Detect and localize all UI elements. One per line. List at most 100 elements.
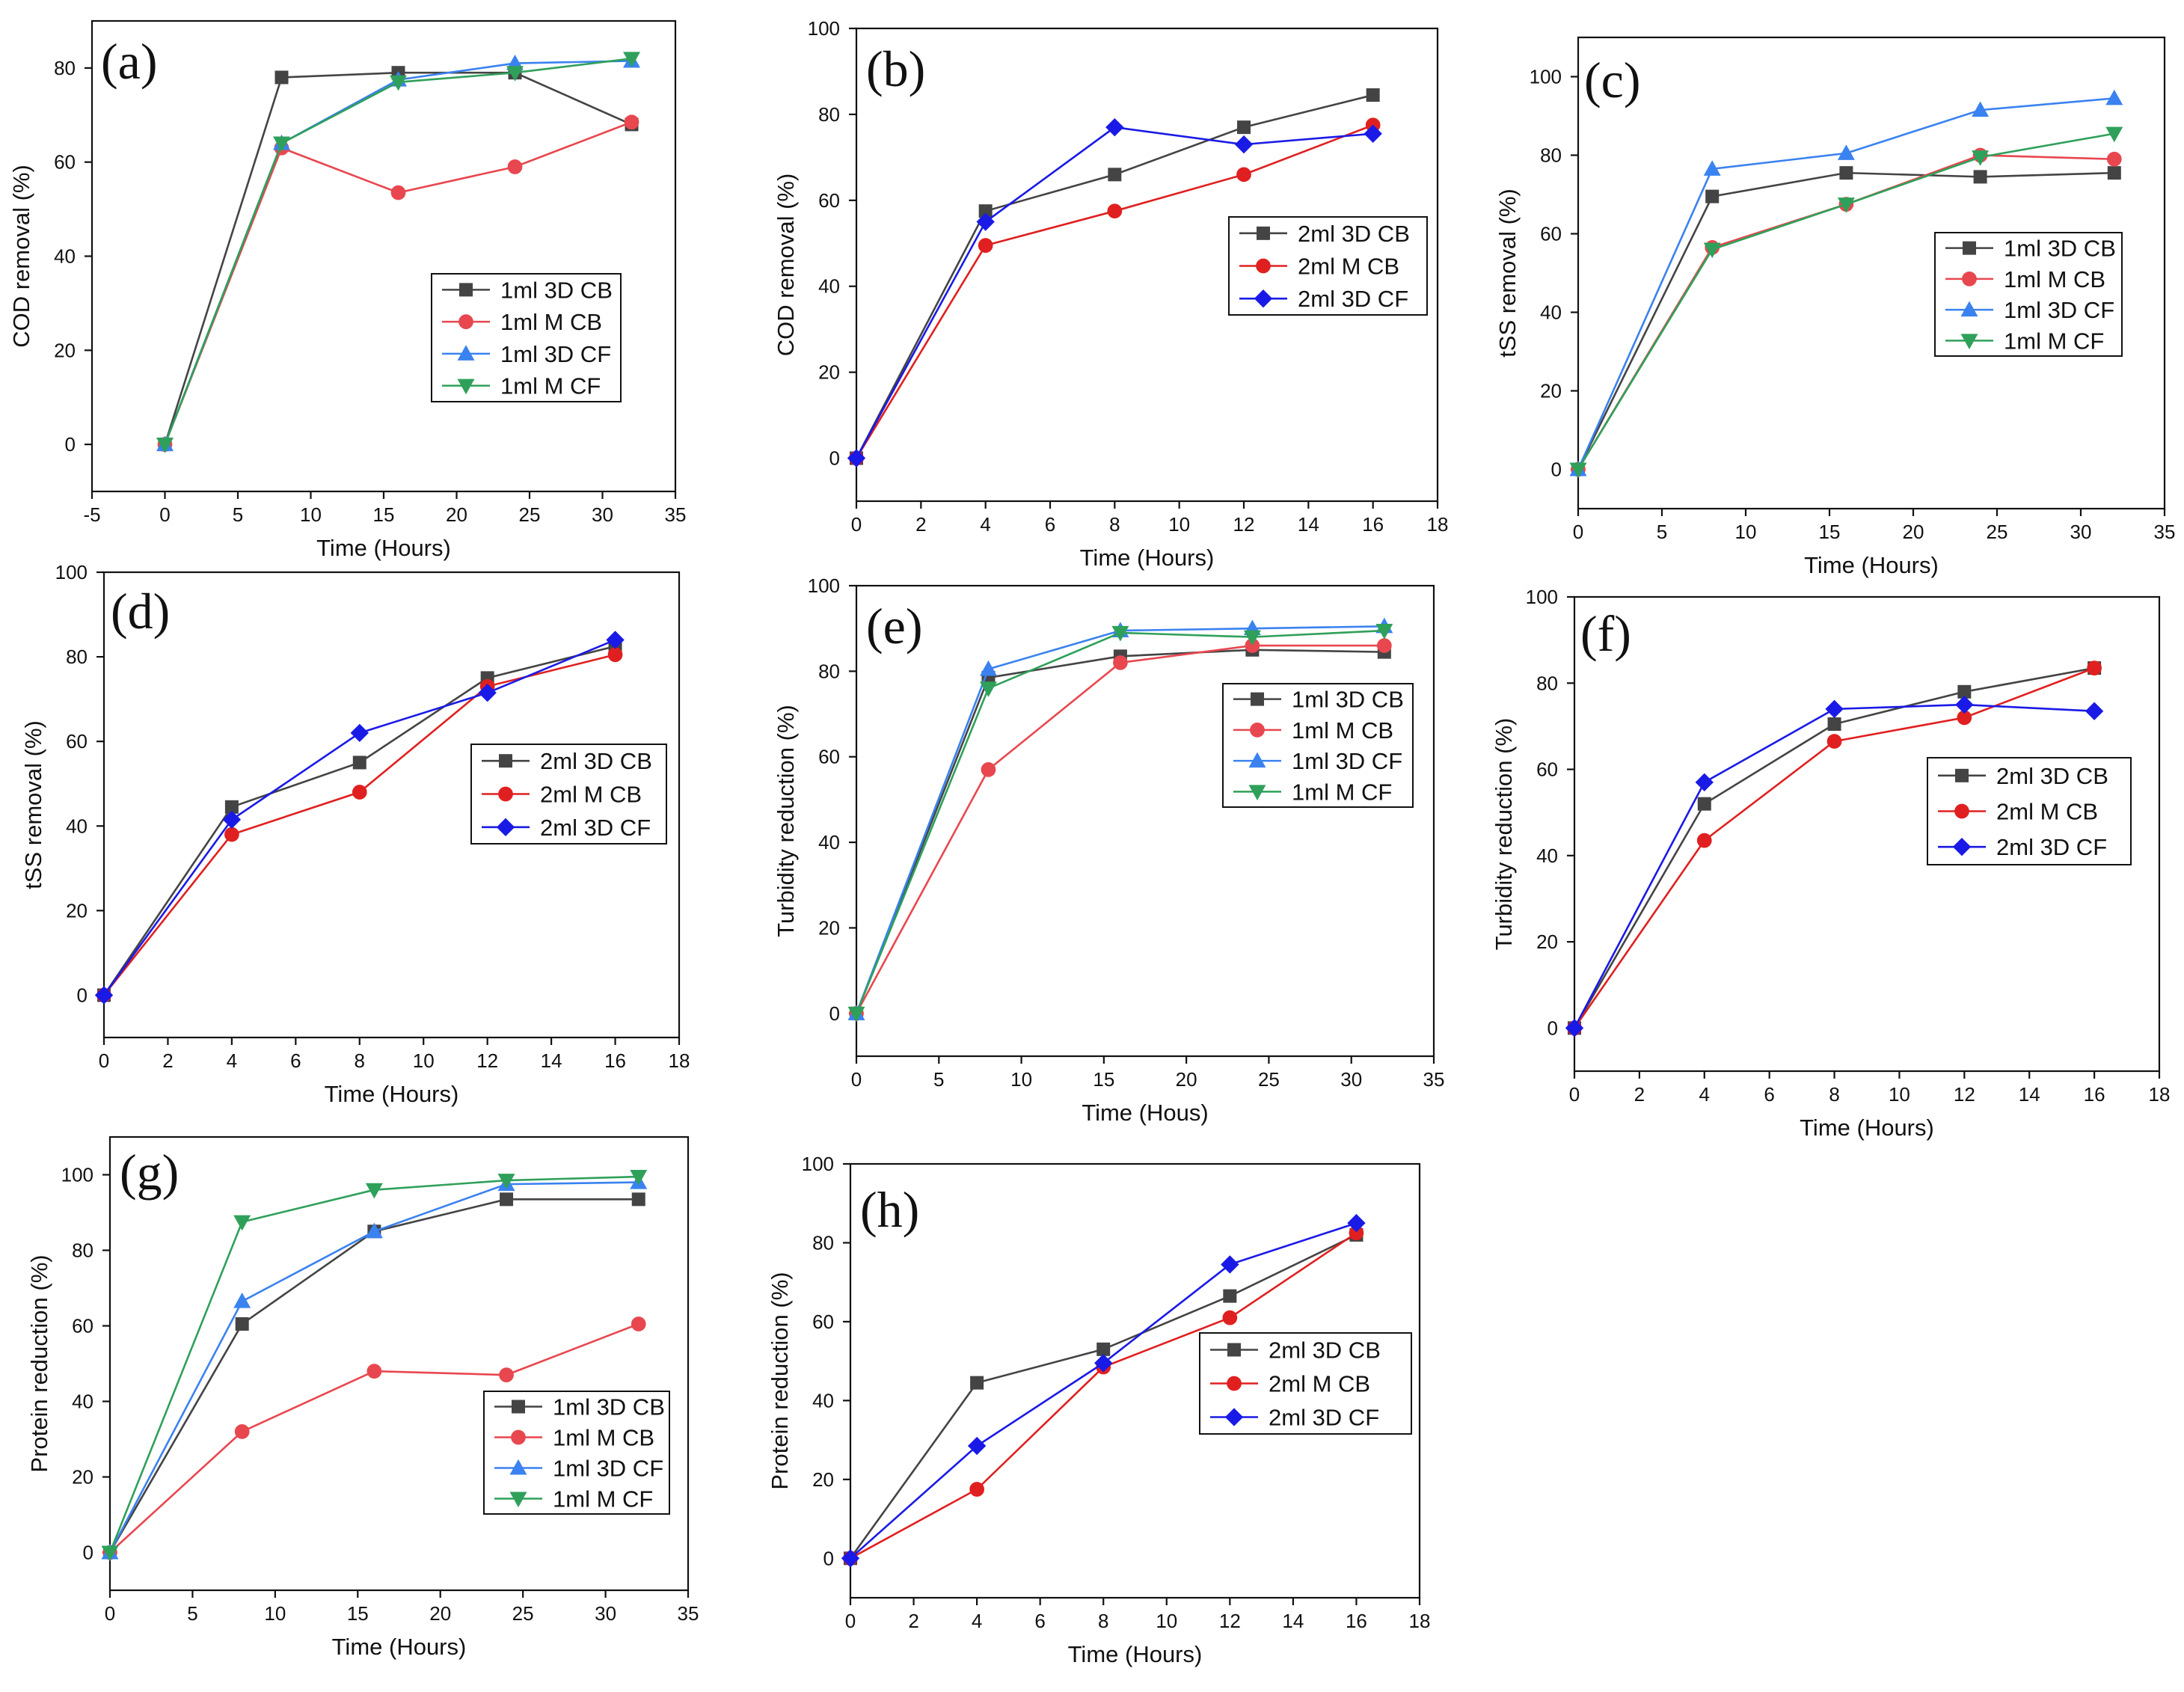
legend-marker [499,754,512,768]
y-tick-label: 100 [61,1164,93,1186]
data-point [1366,88,1380,102]
x-tick-label: 25 [1258,1068,1280,1091]
data-point [631,1192,645,1207]
y-axis-label: COD removal (%) [8,165,34,348]
data-point [976,212,995,231]
x-tick-label: 10 [1156,1610,1177,1632]
y-tick-label: 100 [802,1153,834,1175]
data-point [1111,625,1129,642]
panel-label: (a) [101,33,157,90]
x-axis-label: Time (Hours) [1068,1641,1203,1667]
panel-label: (g) [120,1144,179,1201]
plot-frame [849,1162,1421,1599]
data-point [156,438,174,453]
panel-label: (e) [866,598,922,655]
data-point [1695,773,1714,792]
legend-label: 2ml 3D CF [540,815,651,841]
panel-label: (h) [860,1181,919,1238]
y-tick-label: 0 [829,447,840,470]
data-point [365,1222,383,1239]
data-point [497,1174,515,1189]
y-tick-label: 60 [54,151,76,174]
y-axis-label: Turbidity reduction (%) [773,705,799,937]
legend: 2ml 3D CB 2ml M CB 2ml 3D CF [1927,757,2132,865]
y-tick-label: 60 [812,1311,834,1333]
data-point [233,1215,251,1231]
y-tick-label: 20 [1536,931,1558,953]
x-tick-label: 6 [1034,1610,1045,1632]
legend: 1ml 3D CB 1ml M CB 1ml 3D CF 1ml M CF [1934,232,2123,357]
legend-label: 1ml M CF [500,373,601,399]
data-point [1096,1342,1111,1356]
data-point [2087,660,2102,675]
x-axis-label: Time (Hours) [316,535,451,561]
x-tick-label: 5 [1657,521,1667,543]
data-point [274,70,289,85]
x-tick-label: 2 [915,513,926,536]
legend-marker [457,345,475,361]
data-point [606,631,625,649]
x-tick-label: 10 [264,1602,286,1625]
legend-marker [1227,1376,1242,1391]
legend-marker [511,1429,526,1445]
legend-marker [1960,334,1978,350]
y-tick-label: 100 [55,561,88,583]
x-tick-label: 4 [227,1049,237,1072]
y-axis-label: Protein reduction (%) [26,1254,52,1472]
plot-frame [102,571,681,1039]
legend: 1ml 3D CB 1ml M CB 1ml 3D CF 1ml M CF [1222,683,1414,808]
data-point [979,660,997,676]
x-tick-label: 25 [512,1602,534,1625]
legend-marker [1224,1408,1244,1426]
x-axis-label: Time (Hous) [1082,1100,1208,1126]
legend-label: 1ml 3D CF [553,1456,663,1482]
plot-frame [855,27,1439,503]
x-tick-label: 4 [1699,1083,1710,1106]
data-point [1839,166,1853,180]
legend-marker [1257,226,1270,240]
legend-marker [1954,803,1969,819]
x-tick-label: 30 [2070,521,2092,543]
legend-marker [496,818,515,837]
y-tick-label: 20 [812,1468,834,1491]
x-axis-label: Time (Hours) [332,1634,467,1660]
x-tick-label: 15 [1819,521,1841,543]
legend-marker [1962,272,1977,286]
data-point [224,827,239,842]
data-point [235,1316,249,1331]
y-tick-label: 80 [1536,672,1558,694]
x-tick-label: 10 [1168,513,1190,536]
legend-marker [1960,301,1978,317]
data-point [1569,462,1587,479]
data-point [970,1376,984,1390]
x-tick-label: 5 [933,1068,944,1091]
x-axis-label: Time (Hours) [325,1081,459,1107]
data-point [1221,1255,1239,1274]
x-tick-label: 12 [476,1049,498,1072]
plot-frame [1573,595,2161,1073]
data-point [969,1482,984,1497]
y-tick-label: 0 [1551,459,1562,481]
x-tick-label: 6 [290,1049,301,1072]
legend-label: 1ml M CB [2004,266,2105,292]
legend: 2ml 3D CB 2ml M CB 2ml 3D CF [1199,1332,1412,1435]
data-point [1243,630,1261,646]
y-tick-label: 40 [818,275,840,298]
chart-panel-a: -5 0 5 10 15 20 25 30 35 0 20 40 60 80 Time (Hours) COD… [8,19,687,561]
chart-panel-g: 0 5 10 15 20 25 30 35 0 20 40 60 80 100 Time (Hours) Pr… [26,1135,699,1660]
y-tick-label: 100 [1530,66,1562,88]
data-point [979,681,997,697]
data-point [1973,170,1987,184]
y-axis-label: Protein reduction (%) [767,1272,793,1489]
x-tick-label: 15 [347,1602,369,1625]
legend-label: 1ml M CF [1292,779,1392,805]
x-tick-label: 35 [1423,1068,1445,1091]
legend-label: 1ml M CB [500,309,602,335]
data-point [352,755,366,770]
x-tick-label: 20 [446,503,467,526]
x-tick-label: 35 [665,503,687,526]
x-tick-label: 0 [851,1068,862,1091]
y-tick-label: 100 [1526,586,1558,608]
x-tick-label: 5 [187,1602,197,1625]
x-tick-label: 35 [2154,521,2176,543]
